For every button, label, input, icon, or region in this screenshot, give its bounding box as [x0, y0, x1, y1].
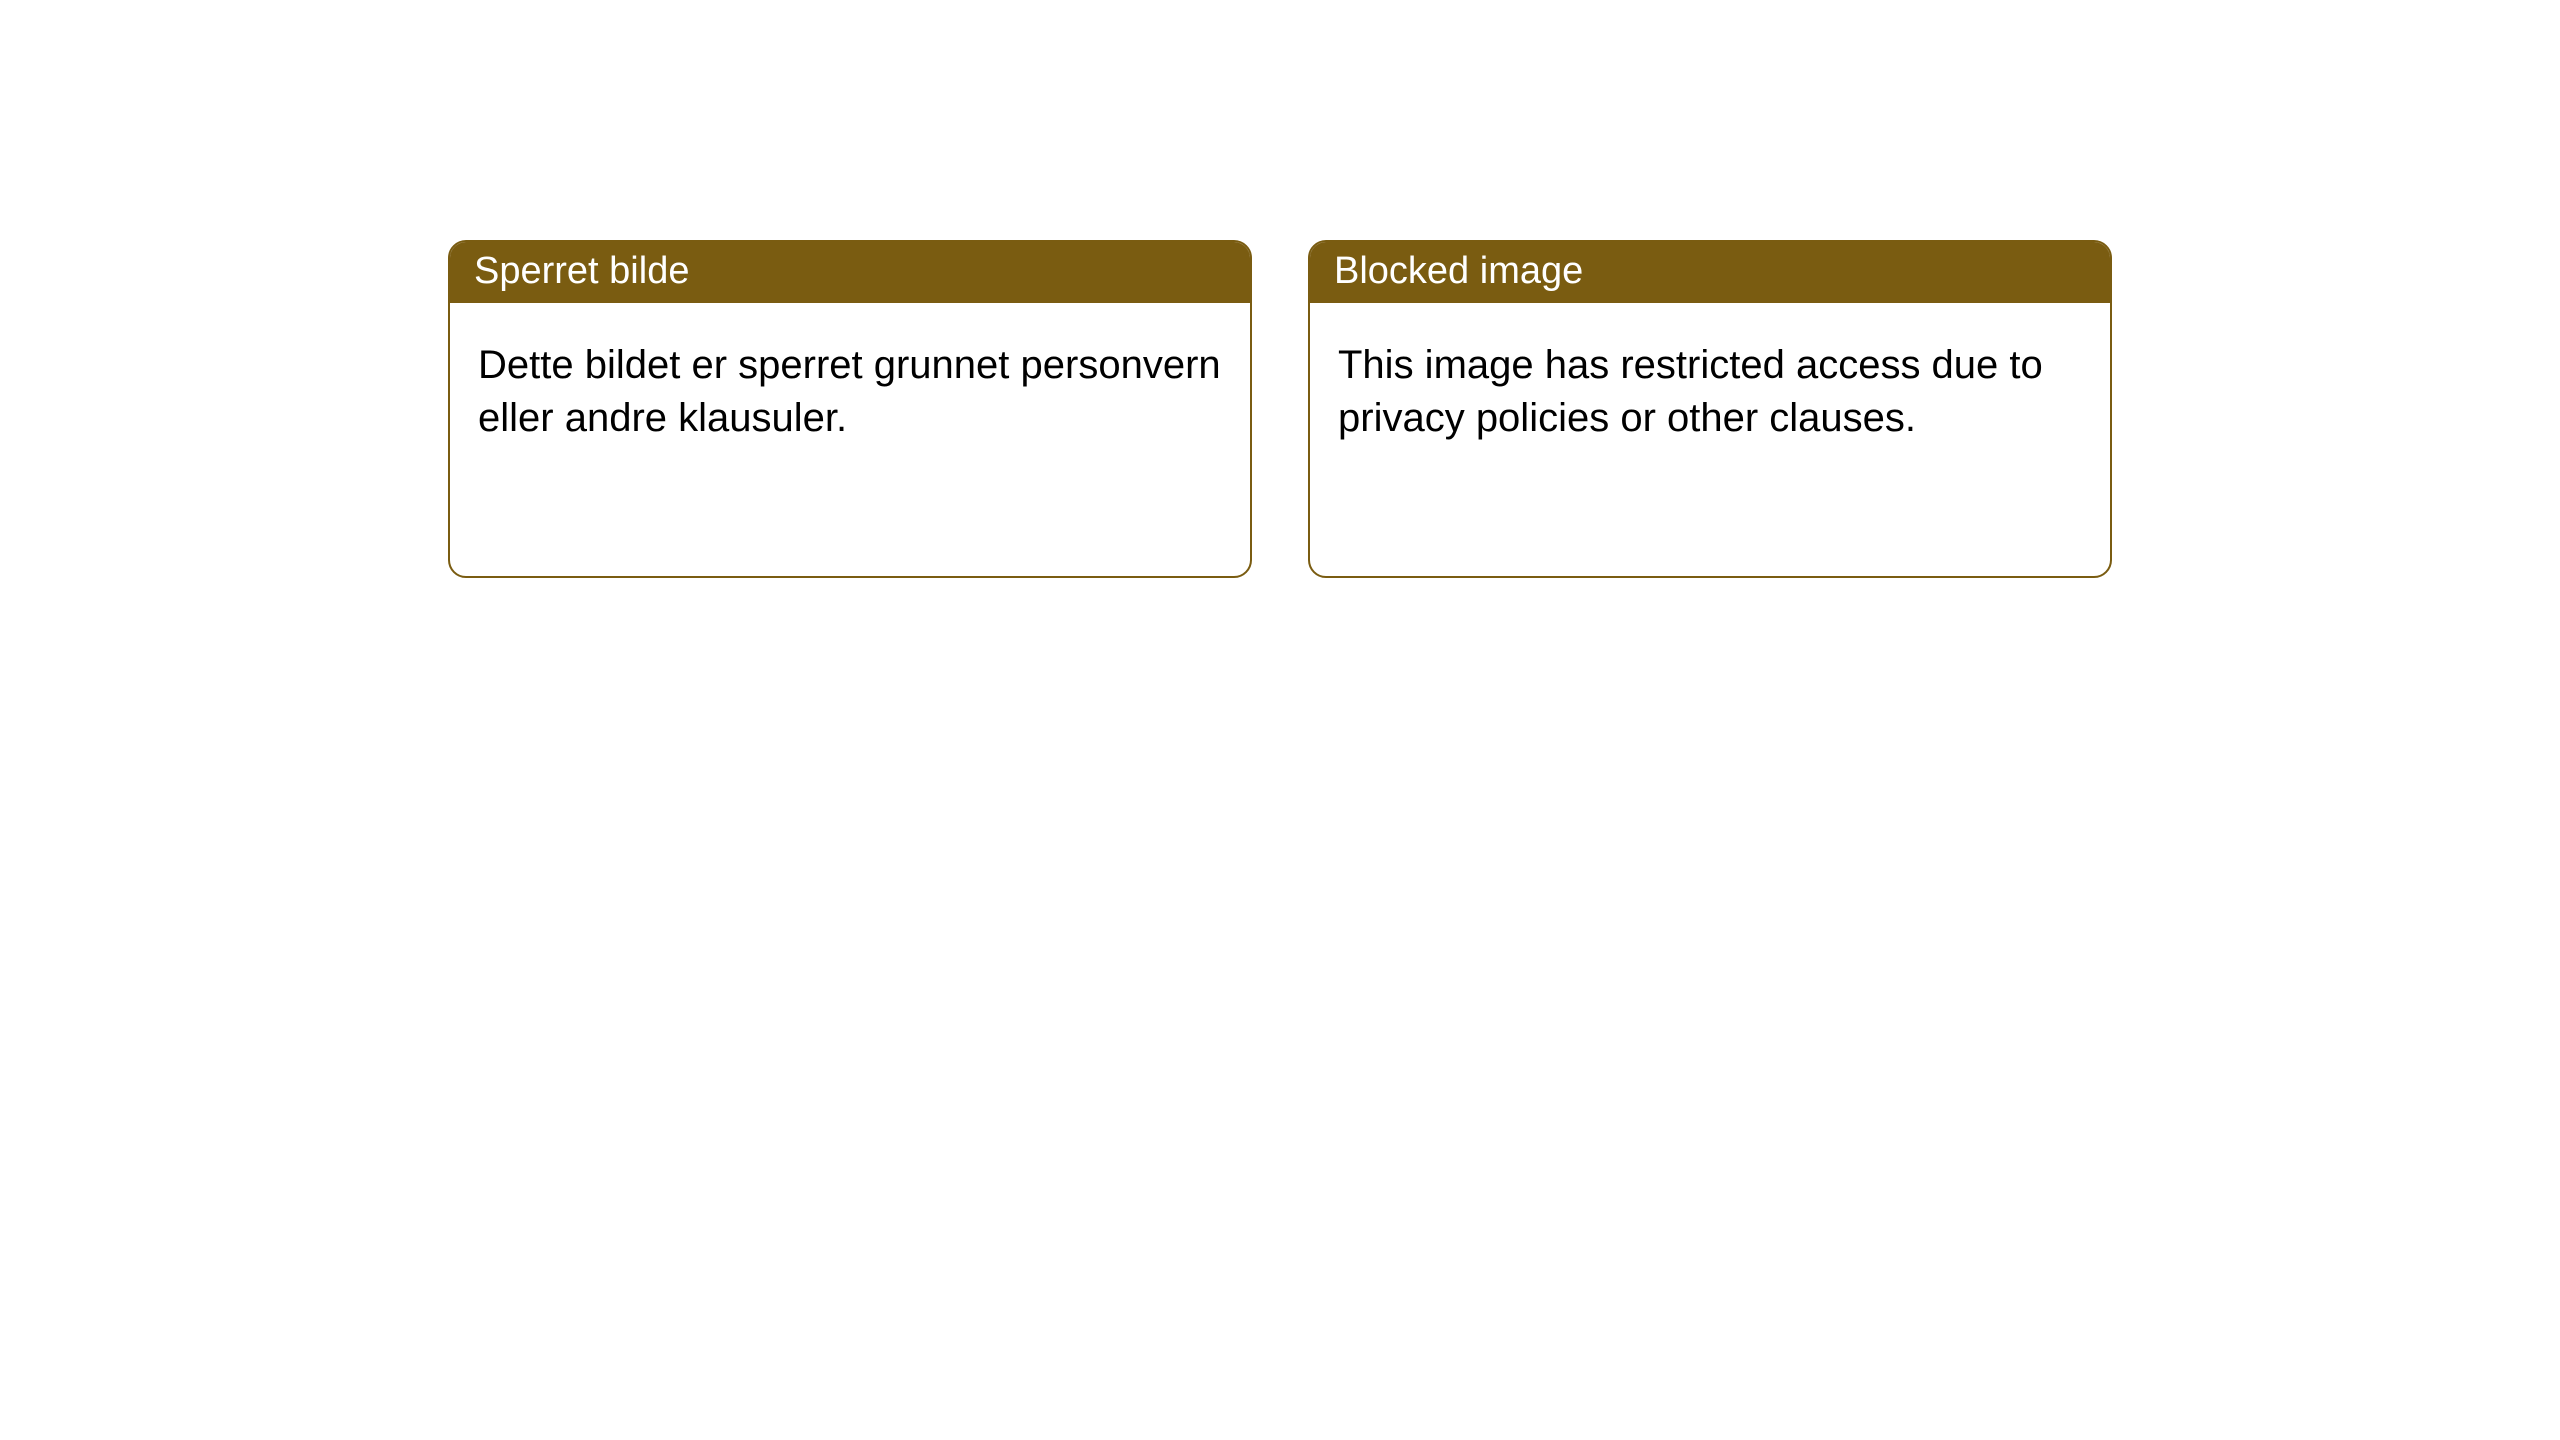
notice-card-english: Blocked image This image has restricted …	[1308, 240, 2112, 578]
notice-card-norwegian: Sperret bilde Dette bildet er sperret gr…	[448, 240, 1252, 578]
notice-header-english: Blocked image	[1310, 242, 2110, 303]
notice-container: Sperret bilde Dette bildet er sperret gr…	[0, 0, 2560, 578]
notice-body-norwegian: Dette bildet er sperret grunnet personve…	[450, 303, 1250, 481]
notice-body-english: This image has restricted access due to …	[1310, 303, 2110, 481]
notice-header-norwegian: Sperret bilde	[450, 242, 1250, 303]
